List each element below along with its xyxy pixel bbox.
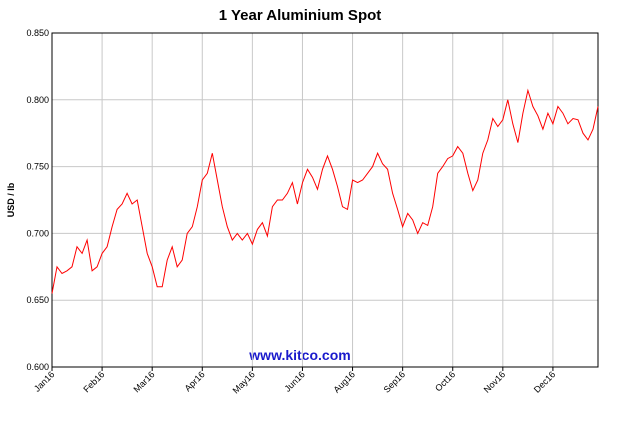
x-tick-label: Nov16 — [482, 369, 507, 394]
y-tick-label: 0.800 — [26, 95, 49, 105]
x-tick-label: Jun16 — [282, 369, 306, 393]
x-tick-label: May16 — [231, 369, 257, 395]
y-axis-label: USD / lb — [6, 182, 16, 217]
y-tick-label: 0.750 — [26, 162, 49, 172]
x-tick-label: Dec16 — [532, 369, 557, 394]
x-tick-label: Mar16 — [131, 369, 156, 394]
x-tick-label: Apr16 — [183, 369, 207, 393]
y-tick-label: 0.650 — [26, 295, 49, 305]
data-line — [51, 88, 599, 294]
x-tick-label: Sep16 — [382, 369, 407, 394]
y-tick-label: 0.850 — [26, 28, 49, 38]
plot-frame — [51, 32, 599, 368]
x-tick-label: Feb16 — [81, 369, 106, 394]
x-tick-label: Jan16 — [32, 369, 56, 393]
chart-title: 1 Year Aluminium Spot — [219, 7, 382, 24]
y-tick-label: 0.600 — [26, 362, 49, 372]
x-tick-label: Oct16 — [433, 369, 457, 393]
y-tick-label: 0.700 — [26, 228, 49, 238]
watermark: www.kitco.com — [248, 347, 350, 363]
x-tick-label: Aug16 — [331, 369, 356, 394]
